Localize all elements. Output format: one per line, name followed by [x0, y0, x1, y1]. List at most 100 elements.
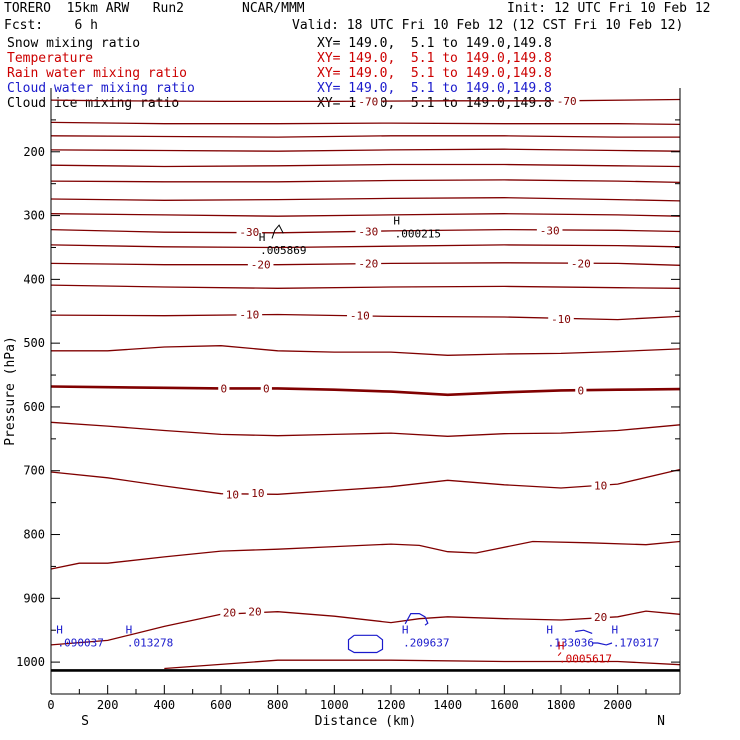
y-tick-label: 400: [23, 272, 45, 286]
max-marker-snow: H: [393, 215, 400, 228]
x-end-label-south: S: [81, 714, 89, 729]
max-value-rain: .0005617: [559, 652, 612, 665]
isotherm-label: -30: [239, 226, 259, 239]
legend-label-cloud-ice: Cloud ice mixing ratio: [7, 96, 180, 111]
isotherm-line: [50, 228, 681, 234]
isotherm-label-bg: [575, 384, 587, 397]
isotherm-line: [50, 468, 681, 495]
isotherm-label: -30: [540, 224, 560, 237]
max-value-cloud_water: .090037: [58, 636, 104, 649]
isotherm-label: 20: [248, 606, 261, 619]
isotherm-line: [50, 262, 681, 266]
isotherm-line: [50, 284, 681, 289]
isotherm-label: 0: [263, 382, 270, 395]
legend-xy-snow: XY= 149.0, 5.1 to 149.0,149.8: [317, 36, 552, 51]
isotherm-label-bg: [355, 225, 382, 238]
max-value-cloud_water: .170317: [613, 636, 659, 649]
isotherm-label: -10: [350, 310, 370, 323]
y-axis-label: Pressure (hPa): [3, 336, 18, 446]
isotherm-line: [51, 345, 681, 356]
max-value-cloud_ice: .005869: [260, 244, 306, 257]
legend-label-rain: Rain water mixing ratio: [7, 66, 188, 81]
y-tick-label: 900: [23, 591, 45, 605]
x-axis-label: Distance (km): [315, 714, 417, 729]
isotherm-label-bg: [236, 226, 263, 239]
isotherm-label: 0: [578, 384, 585, 397]
isotherm-label-bg: [247, 258, 274, 271]
rain-contour: [557, 652, 562, 657]
cloud-water-contour: [575, 629, 593, 634]
isotherm-line: [50, 313, 681, 321]
isotherm-line: [50, 163, 681, 168]
isotherm-label: -70: [557, 95, 577, 108]
max-marker-rain: H: [558, 639, 565, 652]
legend-label-temperature: Temperature: [7, 51, 94, 66]
isotherm-label: 10: [226, 488, 239, 501]
isotherm-label: -20: [358, 257, 378, 270]
isotherm-label-bg: [355, 95, 382, 108]
y-tick-label: 700: [23, 464, 45, 478]
cloud-ice-contour: [271, 224, 284, 239]
isotherm-label: -20: [571, 257, 591, 270]
isotherm-line: [50, 385, 681, 397]
x-tick-label: 600: [210, 698, 232, 712]
isotherm-label: 10: [594, 479, 607, 492]
x-tick-label: 1800: [547, 698, 576, 712]
cloud-water-contour: [592, 642, 613, 646]
isotherm-label: -70: [358, 95, 378, 108]
isotherm-label: -10: [551, 313, 571, 326]
isotherm-line: [50, 421, 681, 437]
legend-label-snow: Snow mixing ratio: [7, 36, 141, 51]
max-value-snow: .000215: [395, 228, 441, 241]
isotherm-label-bg: [548, 312, 574, 325]
isotherm-label-bg: [591, 479, 610, 492]
isotherm-line: [50, 213, 681, 217]
isotherm-label-bg: [347, 309, 373, 322]
max-value-cloud_water: .133036: [548, 636, 594, 649]
x-tick-label: 1600: [490, 698, 519, 712]
x-tick-label: 2000: [603, 698, 632, 712]
max-value-cloud_water: .013278: [127, 636, 173, 649]
y-tick-label: 800: [23, 528, 45, 542]
isotherm-label-bg: [248, 487, 268, 500]
legend-label-cloud-water: Cloud water mixing ratio: [7, 81, 195, 96]
isotherm-label: -20: [251, 259, 271, 272]
isotherm-label-bg: [245, 605, 265, 618]
isotherm-label-bg: [568, 257, 594, 270]
cloud-water-contour: [347, 634, 384, 654]
isotherm-line: [50, 179, 681, 184]
isotherm-line: [50, 135, 680, 138]
header-fcst: Fcst: 6 h: [4, 18, 98, 33]
max-value-cloud_water: .209637: [403, 636, 449, 649]
y-tick-label: 200: [23, 145, 45, 159]
x-tick-label: 1200: [377, 698, 406, 712]
isotherm-label-bg: [553, 94, 580, 107]
isotherm-label: 0: [221, 382, 228, 395]
cloud-water-contour: [404, 612, 429, 626]
header-init: Init: 12 UTC Fri 10 Feb 12: [507, 1, 711, 16]
isotherm-line: [164, 659, 681, 670]
max-marker-cloud_water: H: [56, 623, 63, 636]
isotherm-label: 10: [251, 487, 264, 500]
isotherm-label-bg: [220, 606, 239, 619]
isotherm-line: [50, 148, 681, 152]
isotherm-label: -10: [239, 308, 259, 321]
isotherm-line: [50, 540, 681, 570]
y-tick-label: 600: [23, 400, 45, 414]
x-tick-label: 1000: [320, 698, 349, 712]
x-tick-label: 800: [267, 698, 289, 712]
legend-xy-cloud-water: XY= 149.0, 5.1 to 149.0,149.8: [317, 81, 552, 96]
isotherm-label: 20: [594, 611, 607, 624]
isotherm-label-bg: [260, 382, 272, 395]
isotherm-line: [50, 244, 681, 249]
x-end-label-north: N: [657, 714, 665, 729]
isotherm-label-bg: [218, 382, 230, 395]
isotherm-label-bg: [355, 257, 382, 270]
legend-xy-temperature: XY= 149.0, 5.1 to 149.0,149.8: [317, 51, 552, 66]
isotherm-label: 20: [223, 606, 236, 619]
header-valid: Valid: 18 UTC Fri 10 Feb 12 (12 CST Fri …: [292, 18, 684, 33]
max-marker-cloud_water: H: [612, 623, 619, 636]
y-tick-label: 500: [23, 336, 45, 350]
header-model: TORERO 15km ARW Run2: [4, 1, 185, 16]
